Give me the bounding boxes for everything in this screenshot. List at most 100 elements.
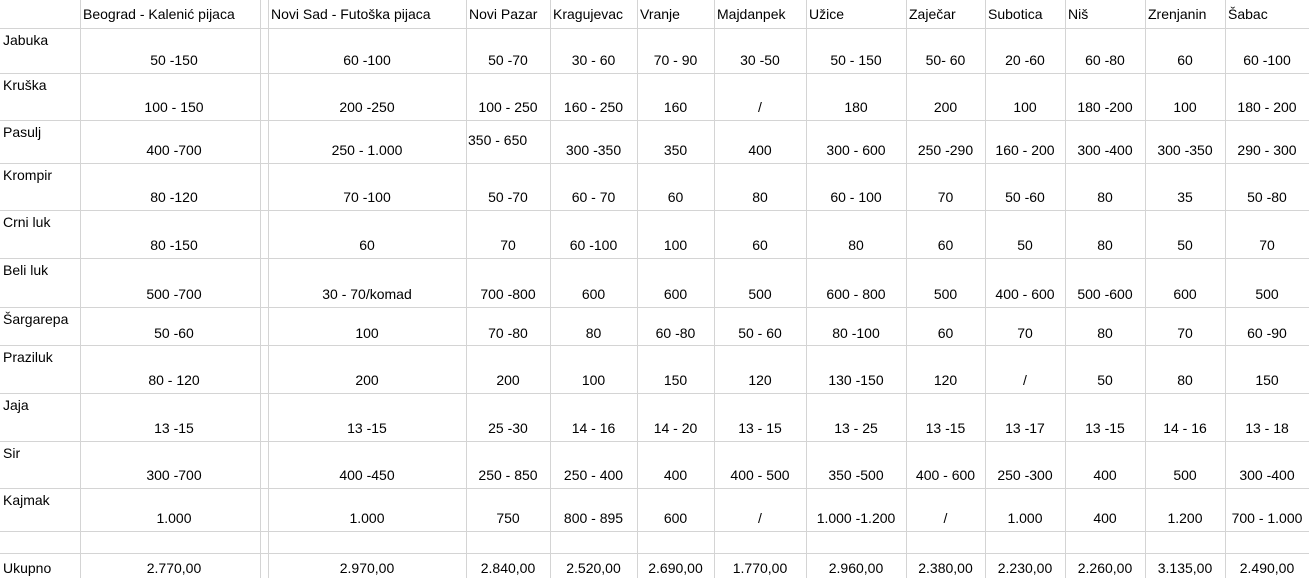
grid-line (0, 345, 1309, 346)
grid-line (0, 73, 1309, 74)
row-label: Ukupno (3, 560, 52, 576)
cell: 1.200 (1167, 510, 1203, 526)
cell: 60 (1177, 52, 1193, 68)
cell: 14 - 16 (571, 420, 616, 436)
column-header: Šabac (1228, 6, 1268, 22)
cell: 2.260,00 (1077, 560, 1133, 576)
column-header: Novi Pazar (469, 6, 538, 22)
cell: 13 -15 (1085, 420, 1125, 436)
cell: 60 -90 (1247, 325, 1287, 341)
cell: 250 - 850 (478, 467, 538, 483)
cell: 2.970,00 (339, 560, 395, 576)
cell: 500 (1173, 467, 1197, 483)
cell: 250 -300 (997, 467, 1053, 483)
cell: 2.840,00 (480, 560, 536, 576)
cell: 2.520,00 (566, 560, 621, 576)
cell: 80 (585, 325, 602, 341)
cell: 800 - 895 (563, 510, 624, 526)
cell: 250 - 400 (563, 467, 624, 483)
cell: 350 -500 (828, 467, 884, 483)
cell: 13 -15 (347, 420, 387, 436)
column-header: Zaječar (909, 6, 956, 22)
cell: 200 -250 (339, 99, 395, 115)
cell: 600 (663, 510, 688, 526)
row-label: Sir (3, 445, 21, 461)
cell: 100 (663, 237, 688, 253)
cell: 2.230,00 (997, 560, 1053, 576)
cell: 400 - 600 (915, 467, 976, 483)
cell: 1.000 -1.200 (816, 510, 896, 526)
cell: 160 (663, 99, 688, 115)
cell: 300 -350 (565, 142, 622, 158)
cell: 160 - 200 (995, 142, 1055, 158)
cell: 120 (933, 372, 958, 388)
cell: 400 -450 (339, 467, 395, 483)
grid-line (550, 0, 551, 578)
grid-line (985, 0, 986, 578)
cell: 1.000 (349, 510, 385, 526)
grid-line (0, 28, 1309, 29)
cell: 80 -100 (832, 325, 880, 341)
grid-line (80, 0, 81, 578)
cell: 60 -80 (1085, 52, 1125, 68)
row-label: Jaja (3, 397, 29, 413)
grid-line (0, 163, 1309, 164)
column-header: Niš (1068, 6, 1089, 22)
cell: 50 (1017, 237, 1033, 253)
cell: 80 (1177, 372, 1193, 388)
cell: 80 -150 (150, 237, 198, 253)
cell: 70 -100 (343, 189, 391, 205)
cell: 80 -120 (150, 189, 198, 205)
cell: 25 -30 (488, 420, 528, 436)
cell: 80 - 120 (148, 372, 200, 388)
row-label: Beli luk (3, 262, 49, 278)
cell: 400 (1093, 467, 1117, 483)
cell: 80 (752, 189, 768, 205)
cell: 70 (1177, 325, 1193, 341)
cell: 150 (1255, 372, 1279, 388)
grid-line (1145, 0, 1146, 578)
cell: 2.690,00 (648, 560, 703, 576)
cell: 100 - 250 (478, 99, 538, 115)
cell: 350 (663, 142, 688, 158)
cell: 60 -100 (569, 237, 618, 253)
cell: 160 - 250 (563, 99, 624, 115)
cell: 180 - 200 (1237, 99, 1297, 115)
cell: 1.000 (156, 510, 192, 526)
cell: 250 - 1.000 (331, 142, 403, 158)
grid-line (0, 210, 1309, 211)
cell: 500 -700 (146, 286, 202, 302)
cell: 13 - 18 (1245, 420, 1289, 436)
grid-line (906, 0, 907, 578)
column-header: Vranje (640, 6, 680, 22)
cell: 300 - 600 (826, 142, 886, 158)
cell: 100 (355, 325, 379, 341)
row-label: Kruška (3, 77, 47, 93)
cell: 13 -17 (1005, 420, 1045, 436)
cell: 50 -70 (488, 52, 528, 68)
cell: 100 - 150 (144, 99, 204, 115)
column-header: Užice (809, 6, 845, 22)
cell: 60 (752, 237, 768, 253)
cell: 20 -60 (1005, 52, 1045, 68)
cell: 80 (1097, 325, 1113, 341)
cell: 50 -70 (488, 189, 528, 205)
cell: 130 -150 (828, 372, 884, 388)
row-label: Praziluk (3, 349, 53, 365)
cell: 500 -600 (1077, 286, 1133, 302)
grid-line (260, 0, 261, 578)
grid-line (0, 120, 1309, 121)
cell: 200 (933, 99, 958, 115)
cell: 60 -100 (1243, 52, 1291, 68)
cell: 120 (748, 372, 772, 388)
grid-line (806, 0, 807, 578)
cell: 60 (937, 237, 954, 253)
cell: 14 - 20 (653, 420, 698, 436)
grid-line (0, 258, 1309, 259)
cell: 500 (1255, 286, 1279, 302)
cell: 13 - 15 (738, 420, 782, 436)
cell: 3.135,00 (1157, 560, 1213, 576)
cell: 500 (933, 286, 958, 302)
cell: 13 -15 (154, 420, 194, 436)
cell: 60 (937, 325, 954, 341)
